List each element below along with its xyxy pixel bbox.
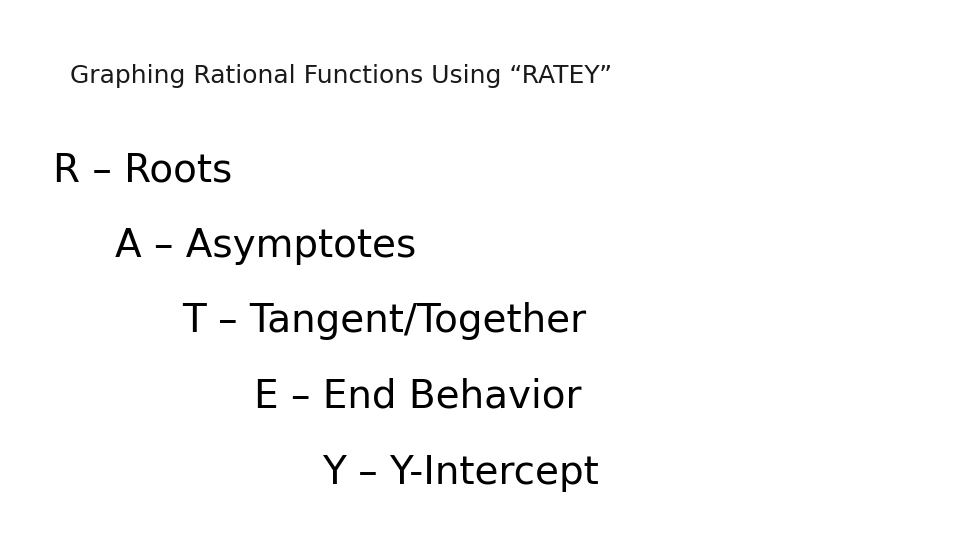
Text: E – End Behavior: E – End Behavior bbox=[254, 378, 582, 416]
Text: Graphing Rational Functions Using “RATEY”: Graphing Rational Functions Using “RATEY… bbox=[70, 64, 612, 87]
Text: Y – Y-Intercept: Y – Y-Intercept bbox=[322, 454, 598, 491]
Text: T – Tangent/Together: T – Tangent/Together bbox=[182, 302, 587, 340]
Text: A – Asymptotes: A – Asymptotes bbox=[115, 227, 417, 265]
Text: R – Roots: R – Roots bbox=[53, 151, 232, 189]
